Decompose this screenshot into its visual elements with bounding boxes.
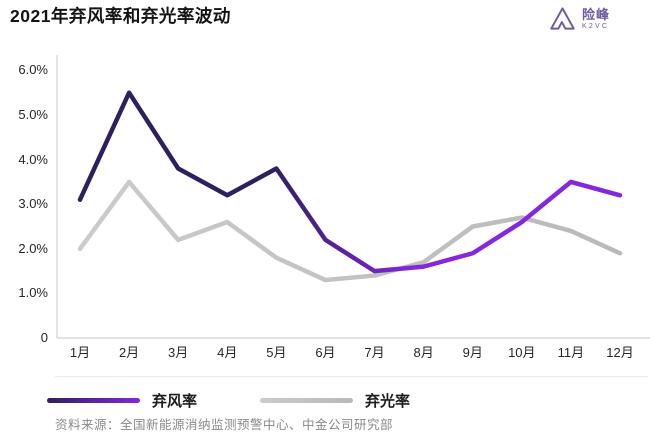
y-tick-label: 0 [40,330,48,345]
x-tick-label: 10月 [508,345,536,360]
x-tick-label: 12月 [606,345,634,360]
x-tick-label: 4月 [217,345,238,360]
legend-label-solar: 弃光率 [365,393,411,410]
y-tick-label: 4.0% [18,151,48,167]
k2vc-logo: 险峰 K2VC [549,6,610,31]
x-axis: 1月 2月 3月 4月 5月 6月 7月 8月 9月 10月 11月 12月 [69,345,634,360]
x-tick-label: 9月 [462,345,483,360]
x-tick-label: 2月 [118,345,140,360]
series-line-wind [77,90,623,274]
mountain-peak-icon [550,7,575,30]
x-tick-label: 7月 [364,345,385,360]
logo-brand: 险峰 [582,6,611,22]
solar-line-swatch [260,398,353,403]
legend-item-wind: 弃风率 [47,390,197,411]
series-line-solar [77,179,623,283]
x-tick-label: 11月 [557,345,585,360]
legend-separator-line [55,376,648,377]
page-title: 2021年弃风率和弃光率波动 [10,6,231,26]
legend-item-solar: 弃光率 [260,390,410,411]
x-tick-label: 6月 [315,345,336,360]
y-tick-label: 5.0% [18,107,48,122]
y-tick-label: 2.0% [18,240,48,256]
y-tick-label: 3.0% [18,196,48,212]
x-tick-label: 8月 [413,345,434,360]
y-tick-label: 6.0% [18,62,48,78]
y-axis: 6.0% 5.0% 4.0% 3.0% 2.0% 1.0% 0 [0,0,48,360]
source-note: 资料来源：全国新能源消纳监测预警中心、中金公司研究部 [55,418,394,432]
x-tick-label: 3月 [168,345,189,360]
wind-line-swatch [47,398,140,403]
legend-label-wind: 弃风率 [152,393,198,410]
x-tick-label: 5月 [266,345,287,360]
y-tick-label: 1.0% [18,285,48,301]
x-tick-label: 1月 [69,345,91,360]
logo-text: 险峰 K2VC [582,8,610,30]
logo-sub-brand: K2VC [582,22,610,30]
